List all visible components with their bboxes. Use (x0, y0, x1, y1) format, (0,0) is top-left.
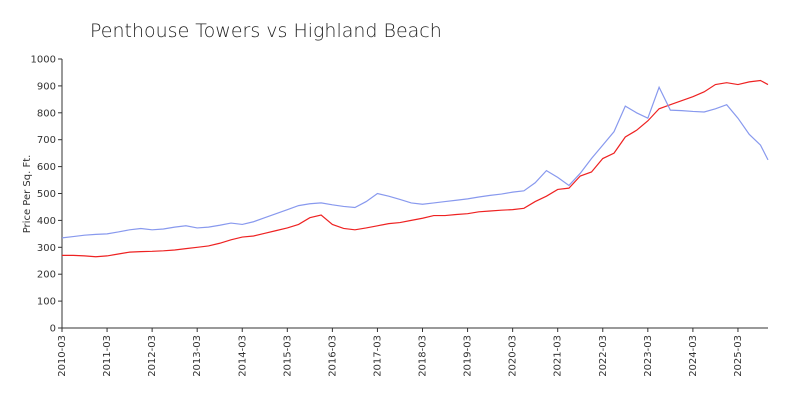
y-tick-label: 900 (37, 81, 56, 92)
x-tick-label: 2011-03 (102, 335, 113, 377)
x-tick-label: 2022-03 (598, 335, 609, 377)
chart-title: Penthouse Towers vs Highland Beach (90, 20, 442, 42)
y-tick-label: 200 (37, 270, 56, 281)
y-tick-label: 1000 (31, 55, 56, 66)
x-tick-label: 2021-03 (553, 335, 564, 377)
x-tick-label: 2015-03 (282, 335, 293, 377)
x-tick-label: 2013-03 (192, 335, 203, 377)
x-tick-label: 2018-03 (418, 335, 429, 377)
y-tick-label: 700 (37, 135, 56, 146)
y-tick-label: 800 (37, 108, 56, 119)
x-tick-label: 2012-03 (147, 335, 158, 377)
line-series (62, 79, 769, 258)
y-tick-label: 600 (37, 162, 56, 173)
x-tick-label: 2025-03 (733, 335, 744, 377)
line-series (61, 85, 769, 239)
x-tick-label: 2010-03 (57, 335, 68, 377)
y-tick-label: 100 (37, 297, 56, 308)
x-tick-label: 2023-03 (643, 335, 654, 377)
x-tick-label: 2017-03 (372, 335, 383, 377)
x-tick-label: 2020-03 (508, 335, 519, 377)
x-tick-label: 2014-03 (237, 335, 248, 377)
x-tick-label: 2016-03 (327, 335, 338, 377)
y-tick-label: 400 (37, 216, 56, 227)
x-tick-label: 2019-03 (463, 335, 474, 377)
y-tick-label: 0 (50, 324, 56, 335)
x-tick-label: 2024-03 (688, 335, 699, 377)
y-tick-label: 300 (37, 243, 56, 254)
y-axis-label: Price Per Sq. Ft. (22, 155, 33, 234)
y-tick-label: 500 (37, 189, 56, 200)
